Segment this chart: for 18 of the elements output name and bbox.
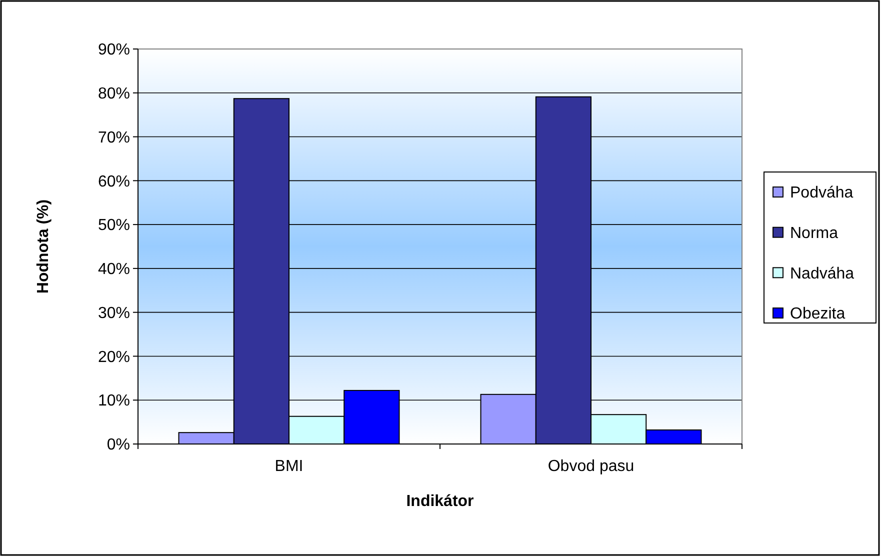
legend-label: Podváha — [790, 184, 854, 202]
legend-label: Obezita — [790, 306, 846, 323]
x-tick-label: Obvod pasu — [548, 458, 634, 475]
y-tick-label: 30% — [98, 304, 130, 322]
y-tick-label: 10% — [98, 392, 130, 410]
y-tick-label: 80% — [98, 85, 130, 102]
y-tick-label: 90% — [98, 42, 130, 59]
y-tick-label: 40% — [98, 261, 130, 278]
y-tick-label: 20% — [98, 348, 130, 366]
y-tick-label: 0% — [106, 436, 130, 454]
y-tick-label: 70% — [98, 129, 130, 146]
y-tick-label: 60% — [98, 173, 130, 190]
legend-label: Nadváha — [790, 265, 854, 282]
x-axis-title: Indikátor — [406, 493, 474, 510]
legend-label: Norma — [790, 224, 838, 242]
y-axis-title: Hodnota (%) — [35, 199, 52, 294]
x-tick-label: BMI — [274, 458, 304, 475]
y-tick-label: 50% — [98, 217, 130, 234]
